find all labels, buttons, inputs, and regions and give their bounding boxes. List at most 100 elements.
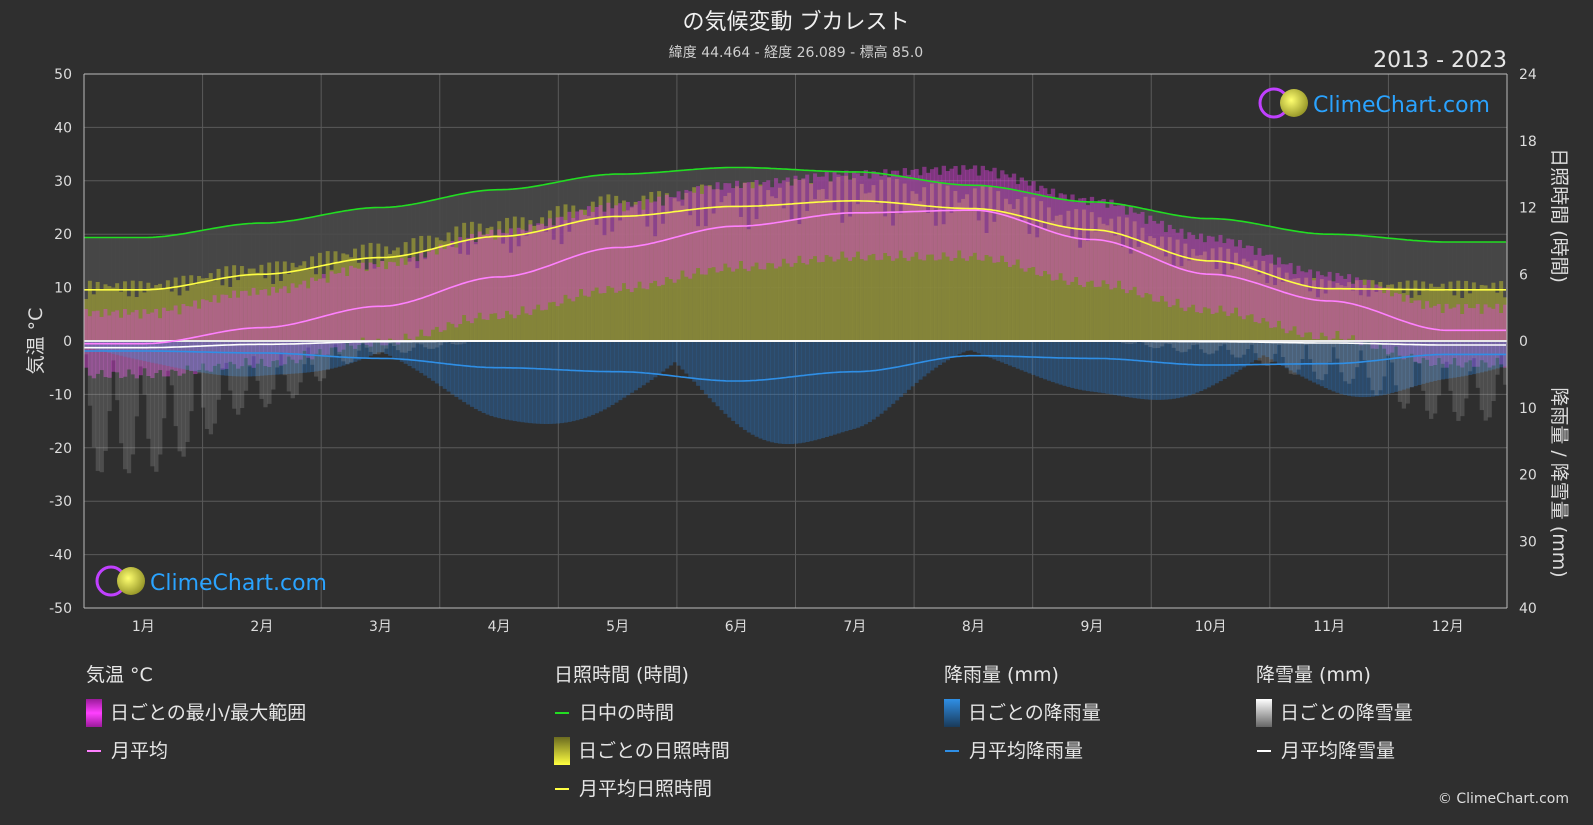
temp-range-bar	[867, 178, 872, 256]
rain-bar	[1280, 341, 1286, 367]
rain-bar	[1390, 341, 1395, 393]
sunshine-bar	[937, 182, 943, 341]
sunshine-bar	[1273, 285, 1278, 341]
rain-bar	[949, 341, 954, 359]
snow-bar	[1312, 341, 1317, 372]
legend-item-sunshine-daily: 日ごとの日照時間	[554, 736, 730, 766]
temp-range-bar	[512, 237, 518, 319]
rain-bar	[1039, 341, 1044, 378]
sunshine-bar	[224, 266, 229, 341]
sunshine-bar	[1222, 275, 1227, 341]
rain-bar	[1097, 341, 1102, 393]
snow-bar	[95, 341, 100, 471]
temp-range-bar	[949, 168, 954, 261]
sunshine-bar	[1132, 221, 1138, 341]
snow-bar	[353, 341, 358, 358]
temp-range-bar	[1421, 308, 1426, 358]
rain-bar	[294, 341, 299, 374]
rain-bar	[427, 341, 432, 379]
rain-bar	[844, 341, 849, 432]
snow-bar	[259, 341, 264, 399]
snow-bar	[1148, 341, 1153, 348]
rain-bar	[813, 341, 818, 441]
temp-range-bar	[719, 189, 724, 272]
snow-bar	[337, 341, 342, 355]
temp-range-bar	[388, 261, 393, 339]
temp-range-bar	[146, 313, 151, 377]
sunshine-bar	[949, 212, 954, 341]
snow-bar	[403, 341, 408, 353]
snow-bar	[423, 341, 428, 348]
rain-avg-swatch	[945, 750, 959, 752]
sunshine-bar	[672, 198, 677, 341]
rain-bar	[1004, 341, 1009, 364]
rain-bar	[1175, 341, 1180, 399]
rain-bar	[1351, 341, 1356, 397]
temp-range-bar	[391, 262, 397, 340]
temp-range-bar	[1144, 223, 1149, 294]
temp-range-bar	[1179, 228, 1184, 308]
sunshine-bar	[1292, 278, 1297, 341]
month-tick-label: 3月	[369, 619, 392, 635]
sunshine-bar	[356, 262, 362, 341]
rain-bar	[583, 341, 588, 418]
temp-range-bar	[278, 288, 284, 366]
sunshine-bar	[1237, 264, 1243, 341]
temp-range-bar	[770, 187, 775, 264]
temp-range-bar	[1175, 232, 1180, 299]
snow-bar	[1288, 341, 1293, 374]
temp-range-bar	[1011, 173, 1017, 265]
rain-bar	[450, 341, 455, 395]
temp-range-bar	[1222, 243, 1227, 312]
temp-range-bar	[1312, 280, 1317, 340]
sunshine-bar	[1195, 255, 1200, 341]
temp-range-bar	[528, 224, 533, 315]
rain-bar	[1007, 341, 1013, 366]
sunshine-bar	[801, 179, 806, 341]
rain-bar	[988, 341, 993, 358]
sunshine-bar	[130, 280, 136, 341]
rain-bar	[481, 341, 486, 413]
rain-bar	[1237, 341, 1243, 370]
sunshine-bar	[684, 192, 689, 341]
rain-bar	[801, 341, 806, 443]
sunshine-bar	[883, 216, 888, 341]
temp-range-bar	[1062, 194, 1067, 281]
snow-bar	[1152, 341, 1157, 349]
sunshine-bar	[442, 241, 447, 341]
snow-bar	[1366, 341, 1371, 378]
daylight-bar	[228, 225, 233, 341]
temp-range-bar	[243, 290, 249, 359]
legend-label-snow-daily: 日ごとの降雪量	[1280, 702, 1413, 724]
rain-bar	[809, 341, 814, 442]
snow-bar	[1199, 341, 1204, 350]
temp-range-bar	[937, 174, 943, 260]
sunshine-bar	[84, 299, 89, 341]
snow-bar	[1144, 341, 1149, 346]
snow-bar	[1475, 341, 1481, 388]
rain-bar	[1366, 341, 1371, 397]
sunshine-bar	[243, 273, 249, 341]
snow-bar	[321, 341, 327, 379]
rain-bar	[559, 341, 564, 424]
rain-bar	[805, 341, 810, 443]
rain-bar	[520, 341, 525, 423]
temp-range-bar	[438, 244, 444, 332]
rain-bar	[1308, 341, 1313, 381]
snow-bar	[1343, 341, 1348, 382]
sunshine-bar	[1354, 280, 1360, 341]
temp-range-bar	[271, 286, 276, 362]
sunshine-bar	[1156, 245, 1161, 341]
sunshine-bar	[1183, 243, 1188, 341]
sunshine-bar	[625, 210, 631, 341]
temp-range-bar	[844, 170, 849, 258]
right-top-axis-title: 日照時間 (時間)	[1548, 148, 1570, 283]
temp-range-bar	[1308, 269, 1313, 333]
temp-range-bar	[1000, 170, 1005, 256]
snow-bar	[228, 341, 233, 391]
sunshine-bar	[1152, 238, 1157, 341]
temp-range-bar	[208, 302, 214, 372]
sunshine-bar	[314, 274, 319, 341]
temp-range-bar	[446, 244, 451, 323]
legend-label-temp-range: 日ごとの最小/最大範囲	[110, 702, 307, 724]
